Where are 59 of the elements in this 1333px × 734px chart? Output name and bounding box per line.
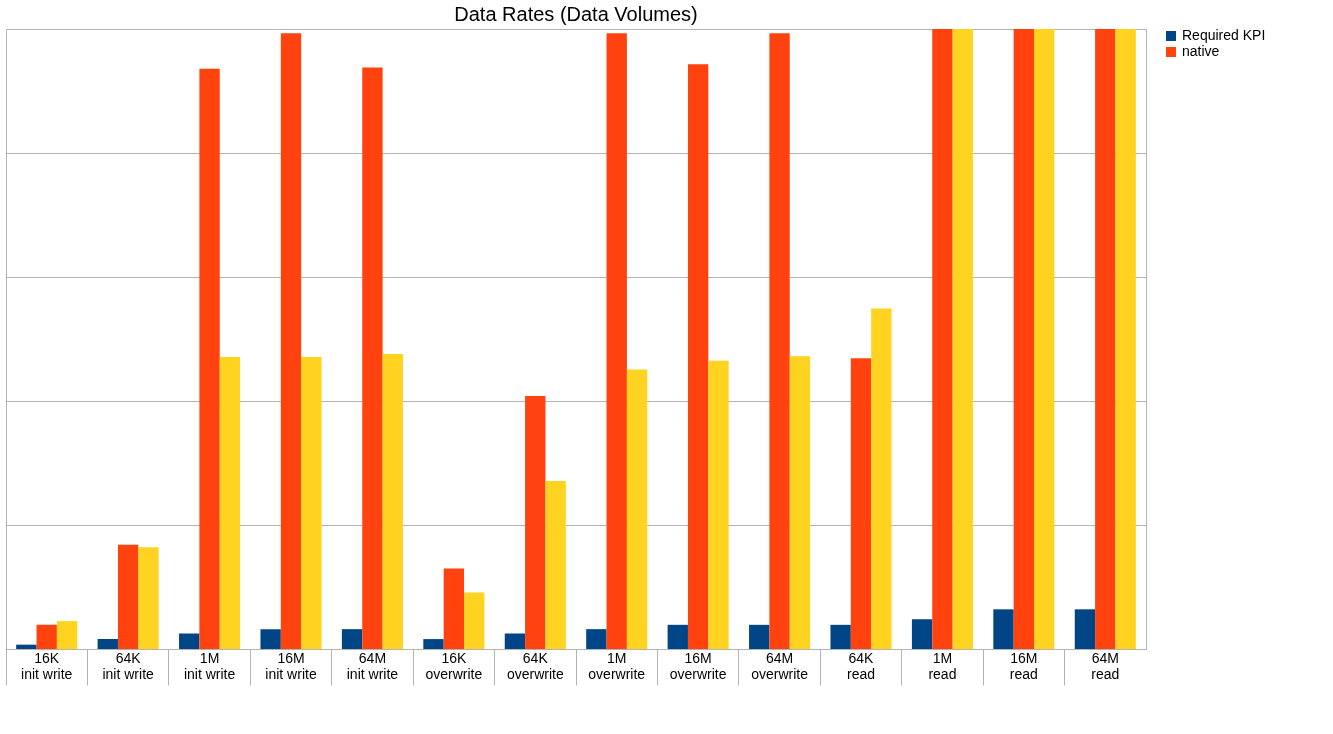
bar (341, 629, 363, 649)
bar (708, 360, 729, 649)
legend-label: Required KPI (1182, 27, 1266, 43)
bar (464, 592, 485, 649)
bar (525, 396, 546, 649)
x-tick-label: 1M overwrite (588, 649, 646, 682)
x-tick-label: 64K read (846, 649, 876, 682)
bar (382, 353, 403, 649)
bar (952, 29, 973, 649)
bar (749, 624, 770, 649)
bar (280, 33, 302, 649)
legend-label: native (1182, 43, 1220, 59)
chart-title: Data Rates (Data Volumes) (454, 3, 698, 25)
x-tick-label: 64M overwrite (751, 649, 809, 682)
bar (871, 308, 892, 649)
bar (219, 356, 241, 649)
bar (850, 358, 872, 649)
x-tick-label: 16M init write (265, 649, 317, 682)
bar (911, 619, 933, 649)
bar (301, 356, 322, 649)
bar (117, 544, 139, 649)
x-tick-label: 64K overwrite (506, 649, 564, 682)
bar (586, 629, 607, 649)
x-tick-label: 1M init write (183, 649, 236, 682)
bar (830, 624, 851, 649)
x-tick-label: 16K overwrite (425, 649, 483, 682)
x-tick-label: 64K init write (102, 649, 155, 682)
bar (545, 480, 566, 649)
bar (1115, 29, 1136, 649)
bar (626, 369, 648, 649)
bar (138, 547, 159, 649)
bar (667, 624, 688, 649)
x-tick-label: 16M overwrite (669, 649, 727, 682)
bar (789, 356, 811, 649)
bar (993, 609, 1014, 649)
bar (1013, 29, 1035, 649)
bar (687, 64, 709, 649)
bar (443, 568, 465, 649)
bar (606, 33, 627, 649)
x-tick-label: 16M read (1009, 649, 1038, 682)
bar (932, 29, 953, 649)
bar (260, 629, 281, 649)
bar (1095, 29, 1116, 649)
bar (1034, 29, 1055, 649)
bar (56, 621, 78, 649)
bar (769, 33, 790, 649)
x-tick-label: 1M read (928, 649, 957, 682)
bar (1074, 609, 1096, 649)
bar (504, 633, 526, 649)
bar (97, 639, 118, 649)
bar (199, 68, 220, 649)
bar (36, 624, 57, 649)
x-tick-label: 64M init write (346, 649, 399, 682)
x-tick-label: 16K init write (21, 649, 73, 682)
bar (16, 644, 37, 649)
bar (423, 639, 444, 649)
x-tick-label: 64M read (1091, 649, 1120, 682)
bar (179, 633, 200, 649)
bar (362, 67, 383, 649)
